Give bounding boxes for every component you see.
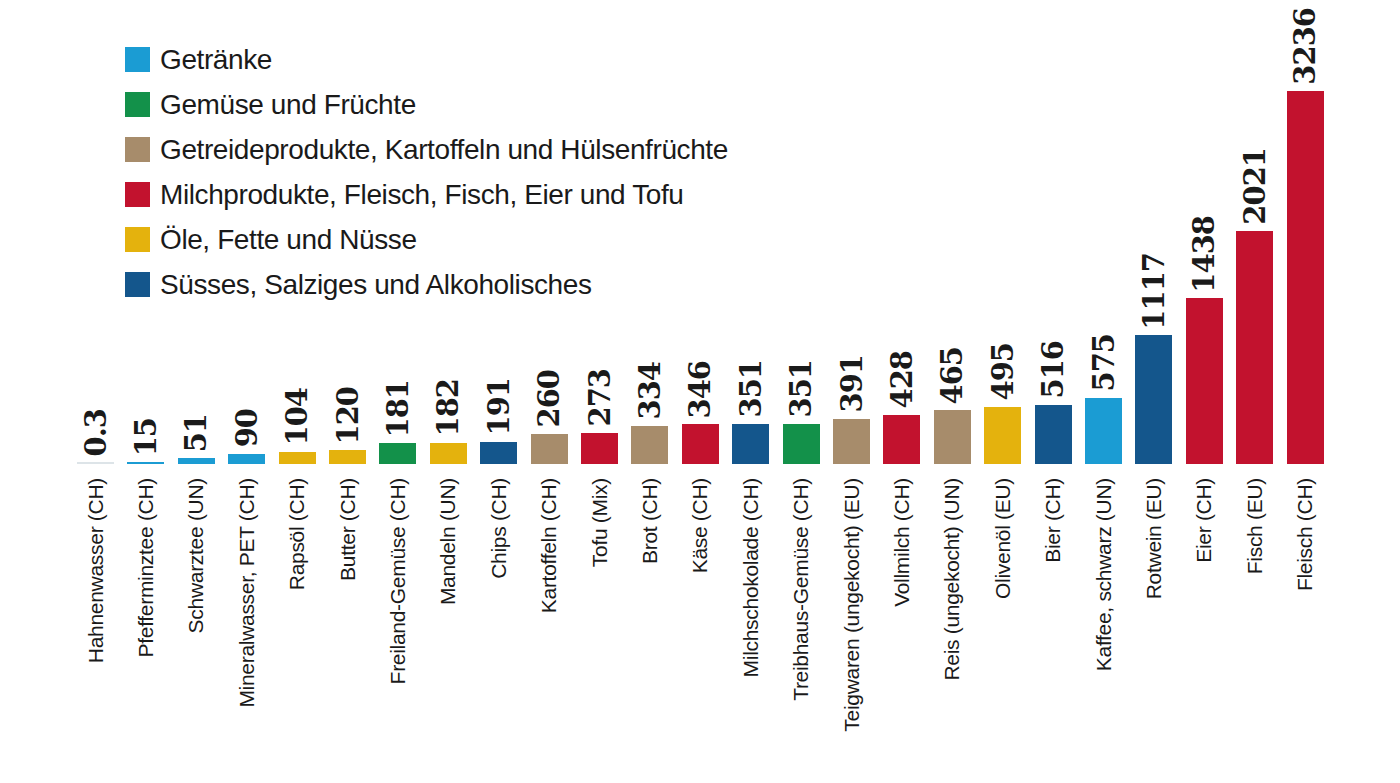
bar-category-label: Mandeln (UN) — [435, 478, 461, 605]
bar — [77, 462, 114, 464]
bar-value-label: 273 — [585, 369, 615, 427]
bar — [631, 426, 668, 464]
bar — [732, 424, 769, 464]
bar-value-label: 465 — [937, 347, 967, 405]
bar-value-label: 391 — [837, 355, 867, 413]
bar-value-label: 428 — [887, 351, 917, 409]
bar-value-label: 346 — [685, 361, 715, 419]
bar — [1135, 335, 1172, 464]
bar-value-label: 15 — [131, 418, 161, 456]
bar-value-label: 2021 — [1240, 148, 1270, 225]
bar-category-label: Brot (CH) — [637, 478, 663, 564]
bar — [430, 443, 467, 464]
bar-category-label: Olivenöl (EU) — [990, 478, 1016, 599]
bar-value-label: 104 — [282, 388, 312, 446]
bar-category-label: Schwarztee (UN) — [183, 478, 209, 633]
bar — [934, 410, 971, 464]
bar-category-label: Pfefferminztee (CH) — [133, 478, 159, 657]
bar-value-label: 3236 — [1290, 8, 1320, 85]
bar — [127, 462, 164, 464]
bar-category-label: Chips (CH) — [486, 478, 512, 579]
bar-category-label: Teigwaren (ungekocht) (EU) — [839, 478, 865, 732]
bar-category-label: Kaffee, schwarz (UN) — [1091, 478, 1117, 671]
bar — [682, 424, 719, 464]
bar-value-label: 334 — [635, 362, 665, 420]
bar-value-label: 1117 — [1139, 253, 1169, 330]
bar-value-label: 182 — [433, 379, 463, 437]
bar-value-label: 120 — [333, 387, 363, 445]
bar-category-label: Milchschokolade (CH) — [738, 478, 764, 677]
bar-category-label: Vollmilch (CH) — [889, 478, 915, 607]
bar — [178, 458, 215, 464]
bar-value-label: 260 — [534, 370, 564, 428]
bar-value-label: 575 — [1089, 334, 1119, 392]
bar-category-label: Butter (CH) — [335, 478, 361, 581]
bar-category-label: Rapsöl (CH) — [284, 478, 310, 590]
bar-category-label: Mineralwasser, PET (CH) — [234, 478, 260, 708]
bar-category-label: Kartoffeln (CH) — [536, 478, 562, 613]
bar-value-label: 516 — [1038, 341, 1068, 399]
bar-category-label: Käse (CH) — [687, 478, 713, 573]
bar — [279, 452, 316, 464]
bar-value-label: 51 — [181, 414, 211, 452]
bar-category-label: Treibhaus-Gemüse (CH) — [788, 478, 814, 701]
bar-category-label: Tofu (Mix) — [587, 478, 613, 567]
bar — [1085, 398, 1122, 464]
bar-value-label: 0.3 — [81, 409, 111, 456]
bar — [1035, 405, 1072, 464]
bar-value-label: 181 — [383, 380, 413, 438]
bar-category-label: Reis (ungekocht) (UN) — [939, 478, 965, 681]
bar — [1186, 298, 1223, 464]
bar-category-label: Hahnenwasser (CH) — [83, 478, 109, 663]
bar — [984, 407, 1021, 464]
bar-category-label: Freiland-Gemüse (CH) — [385, 478, 411, 684]
bar-value-label: 1438 — [1189, 216, 1219, 293]
bar-category-label: Rotwein (EU) — [1141, 478, 1167, 599]
bar — [531, 434, 568, 464]
plot-area: 0.3 Hahnenwasser (CH) 15 Pfefferminztee (CH… — [0, 0, 1400, 783]
bar — [1287, 91, 1324, 464]
bar — [883, 415, 920, 464]
bar-value-label: 351 — [786, 360, 816, 418]
bar-value-label: 495 — [988, 343, 1018, 401]
bar — [783, 424, 820, 464]
bar-category-label: Bier (CH) — [1040, 478, 1066, 563]
bar — [581, 433, 618, 464]
bar-category-label: Fleisch (CH) — [1292, 478, 1318, 591]
bar — [228, 454, 265, 464]
bar-category-label: Fisch (EU) — [1242, 478, 1268, 574]
bar — [480, 442, 517, 464]
bar-value-label: 90 — [232, 409, 262, 447]
bar — [833, 419, 870, 464]
bar — [329, 450, 366, 464]
bar-category-label: Eier (CH) — [1191, 478, 1217, 563]
bar-chart: GetränkeGemüse und FrüchteGetreideproduk… — [0, 0, 1400, 783]
bar — [1236, 231, 1273, 464]
bar-value-label: 351 — [736, 360, 766, 418]
bar — [379, 443, 416, 464]
bar-value-label: 191 — [484, 378, 514, 436]
